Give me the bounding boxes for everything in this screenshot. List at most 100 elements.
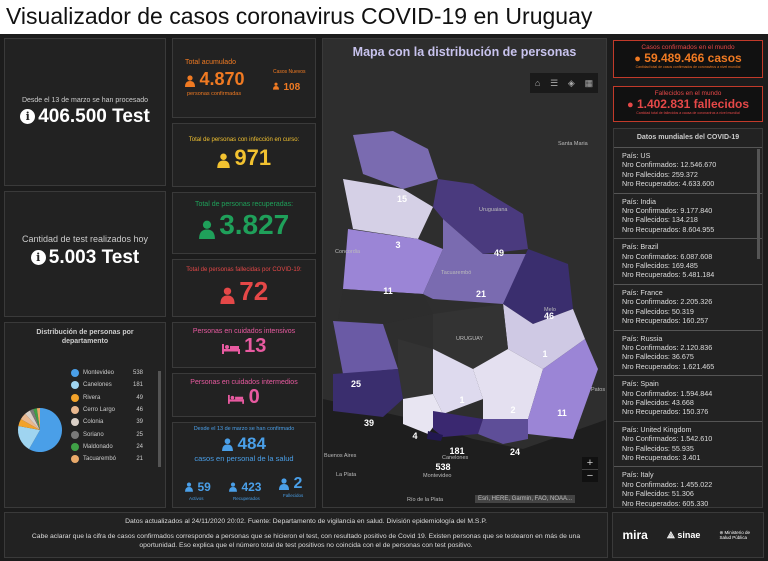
country-list-scrollbar[interactable] — [757, 149, 760, 259]
dept-salto — [343, 179, 433, 239]
tests-today-label: Cantidad de test realizados hoy — [21, 234, 149, 244]
person-icon — [229, 482, 237, 492]
department-count-labels: 15 3 49 11 21 46 1 25 1 2 11 39 4 181 24 538 — [351, 194, 567, 472]
legend-swatch — [71, 369, 79, 378]
legend-value: 21 — [136, 456, 143, 463]
health-active-label: Activos — [189, 496, 204, 501]
recovered-row: 3.827 — [173, 209, 315, 241]
place-label: Uruguaiana — [479, 207, 508, 213]
country-list[interactable]: País: US Nro Confirmados: 12.546.670 Nro F… — [614, 148, 762, 507]
icu-value: 13 — [244, 335, 267, 357]
list-icon[interactable]: ☰ — [550, 77, 559, 88]
legend-scrollbar[interactable] — [158, 371, 161, 467]
country-confirmed: Nro Confirmados: 6.087.608 — [622, 251, 713, 261]
pie-slice[interactable] — [25, 410, 40, 430]
person-icon — [273, 82, 279, 90]
home-icon[interactable]: ⌂ — [534, 78, 541, 88]
dept-soriano — [333, 321, 398, 374]
department-count-label: 1 — [459, 395, 464, 405]
total-cases-value: 4.870 — [199, 69, 245, 89]
health-active: 59 Activos — [185, 478, 211, 501]
deaths-row: 72 — [173, 276, 315, 307]
dept-florida — [433, 349, 483, 414]
country-recovered: Nro Recuperados: 3.401 — [622, 452, 701, 462]
map-svg: 15 3 49 11 21 46 1 25 1 2 11 39 4 181 24 538 Uruguaiana… — [323, 39, 606, 507]
zoom-out-button[interactable]: − — [586, 470, 594, 482]
country-name: País: India — [622, 196, 656, 206]
distribution-legend: Montevideo 538 Canelones 181 Rivera 49 Cerro L… — [71, 367, 143, 465]
country-item: País: Italy Nro Confirmados: 1.455.022 Nro… — [614, 467, 762, 507]
country-recovered: Nro Recuperados: 5.481.184 — [622, 270, 715, 280]
country-confirmed: Nro Confirmados: 9.177.840 — [622, 206, 713, 216]
recovered-panel: Total de personas recuperadas: 3.827 — [172, 192, 316, 254]
dept-treinta-y-tres — [503, 304, 585, 369]
place-label: Canelones — [442, 455, 469, 461]
person-icon — [220, 287, 235, 305]
country-confirmed: Nro Confirmados: 2.120.836 — [622, 342, 713, 352]
department-count-label: 3 — [395, 240, 400, 250]
title-bar: Visualizador de casos coronavirus COVID-… — [0, 0, 768, 34]
country-recovered: Nro Recuperados: 160.257 — [622, 316, 709, 326]
pie-slice[interactable] — [18, 426, 40, 450]
total-cases-sub: personas confirmadas — [187, 91, 242, 97]
place-label: La Plata — [336, 472, 357, 478]
logos-bar: mira ⟁ sinae ⊛ Ministerio de Salud Públi… — [612, 512, 764, 558]
person-icon — [279, 478, 289, 490]
pie-slice[interactable] — [18, 419, 40, 430]
legend-value: 25 — [136, 431, 143, 438]
uruguay-map[interactable]: 15 3 49 11 21 46 1 25 1 2 11 39 4 181 24 538 Uruguaiana… — [322, 38, 607, 508]
layers-icon[interactable]: ◈ — [567, 77, 575, 88]
pie-slice[interactable] — [29, 408, 62, 452]
grid-icon[interactable]: ▦ — [584, 77, 594, 88]
msp-seal-icon: ⊛ — [719, 530, 724, 535]
sinae-logo-text: sinae — [677, 529, 701, 540]
distribution-pie — [18, 408, 62, 452]
sinae-logo: ⟁ sinae — [667, 530, 701, 541]
health-recovered-value: 423 — [241, 480, 262, 494]
intermediate-value: 0 — [248, 386, 260, 408]
country-deaths: Nro Fallecidos: 51.306 — [622, 489, 694, 499]
total-cases-row: 4.870 — [185, 69, 245, 90]
legend-value: 24 — [136, 443, 143, 450]
river-plate-water — [323, 399, 606, 507]
world-confirmed-label: Casos confirmados en el mundo — [641, 44, 735, 51]
dept-montevideo — [427, 431, 443, 441]
person-icon — [217, 153, 230, 169]
health-sub: casos en personal de la salud — [194, 454, 294, 463]
department-count-label: 46 — [544, 311, 554, 321]
department-count-label: 21 — [476, 289, 486, 299]
legend-swatch — [71, 393, 79, 402]
pie-slice[interactable] — [36, 408, 40, 430]
legend-item: Maldonado 24 — [71, 441, 143, 453]
department-count-label: 181 — [449, 446, 464, 456]
pie-slice[interactable] — [29, 409, 40, 430]
pie-slice[interactable] — [33, 408, 40, 430]
msp-logo-text: Ministerio de Salud Pública — [719, 530, 751, 540]
zoom-controls: + − — [582, 457, 598, 482]
active-cases-value: 971 — [234, 145, 272, 170]
country-item: País: India Nro Confirmados: 9.177.840 Nro… — [614, 194, 762, 240]
dept-lavalleja — [473, 349, 543, 419]
page-title: Visualizador de casos coronavirus COVID-… — [6, 3, 593, 29]
recovered-value: 3.827 — [219, 209, 290, 240]
bed-icon — [221, 343, 240, 354]
country-name: País: Italy — [622, 470, 654, 480]
person-icon — [185, 482, 193, 492]
legend-item: Cerro Largo 46 — [71, 404, 143, 416]
place-name-labels: Uruguaiana Santa Maria Concordia Tacuarembó… — [324, 141, 605, 503]
country-deaths: Nro Fallecidos: 259.372 — [622, 169, 698, 179]
tests-total-value: 406.500 Test — [38, 106, 150, 127]
country-deaths: Nro Fallecidos: 169.485 — [622, 261, 698, 271]
distribution-panel: Distribución de personas por departament… — [4, 322, 166, 508]
total-cases-panel: Total acumulado 4.870 personas confirmad… — [172, 38, 316, 118]
country-deaths: Nro Fallecidos: 43.668 — [622, 397, 694, 407]
country-item: País: Spain Nro Confirmados: 1.594.844 Nro… — [614, 376, 762, 422]
dept-colonia — [333, 369, 403, 417]
health-deaths: 2 Fallecidos — [279, 475, 303, 498]
pie-slice[interactable] — [20, 413, 40, 430]
legend-label: Maldonado — [83, 443, 113, 450]
icu-panel: Personas en cuidados intensivos 13 — [172, 322, 316, 368]
zoom-in-button[interactable]: + — [582, 457, 598, 470]
department-count-label: 39 — [364, 418, 374, 428]
bed-icon — [228, 395, 245, 405]
